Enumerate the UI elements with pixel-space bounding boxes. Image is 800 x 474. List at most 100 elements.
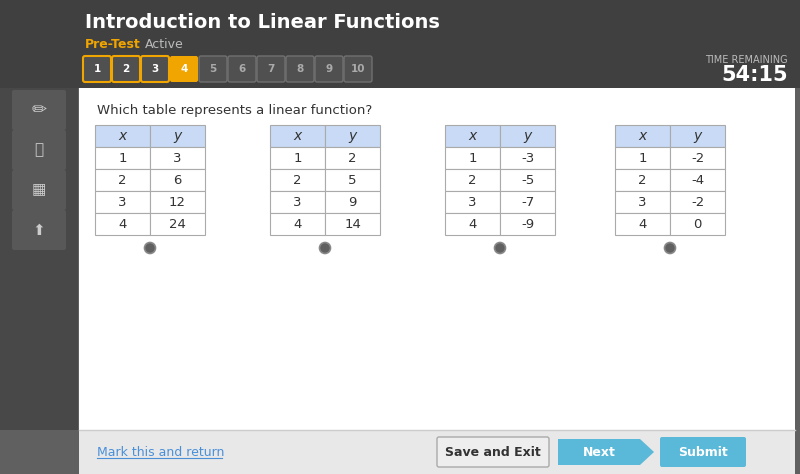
Text: Introduction to Linear Functions: Introduction to Linear Functions	[85, 13, 440, 32]
FancyBboxPatch shape	[228, 56, 256, 82]
FancyBboxPatch shape	[150, 213, 205, 235]
Text: -9: -9	[521, 218, 534, 230]
FancyBboxPatch shape	[270, 191, 325, 213]
Text: 3: 3	[294, 195, 302, 209]
FancyBboxPatch shape	[79, 430, 795, 474]
FancyBboxPatch shape	[670, 147, 725, 169]
FancyBboxPatch shape	[270, 147, 325, 169]
FancyBboxPatch shape	[12, 90, 66, 130]
Text: y: y	[174, 129, 182, 143]
Text: -5: -5	[521, 173, 534, 186]
FancyBboxPatch shape	[257, 56, 285, 82]
Text: 3: 3	[468, 195, 477, 209]
FancyBboxPatch shape	[270, 169, 325, 191]
Text: 1: 1	[638, 152, 646, 164]
Text: 4: 4	[638, 218, 646, 230]
Text: 2: 2	[118, 173, 126, 186]
FancyBboxPatch shape	[437, 437, 549, 467]
FancyBboxPatch shape	[325, 147, 380, 169]
Text: Which table represents a linear function?: Which table represents a linear function…	[97, 104, 372, 117]
Circle shape	[494, 243, 506, 254]
Text: 5: 5	[348, 173, 357, 186]
Text: 🎧: 🎧	[34, 143, 43, 157]
FancyBboxPatch shape	[500, 213, 555, 235]
FancyBboxPatch shape	[325, 125, 380, 147]
Text: 14: 14	[344, 218, 361, 230]
Text: 2: 2	[638, 173, 646, 186]
FancyBboxPatch shape	[95, 169, 150, 191]
Text: 3: 3	[151, 64, 158, 74]
FancyBboxPatch shape	[12, 130, 66, 170]
Text: 7: 7	[267, 64, 274, 74]
FancyBboxPatch shape	[325, 191, 380, 213]
Polygon shape	[558, 439, 654, 465]
Text: x: x	[468, 129, 477, 143]
Text: 2: 2	[348, 152, 357, 164]
Text: 1: 1	[294, 152, 302, 164]
FancyBboxPatch shape	[95, 125, 150, 147]
Text: 0: 0	[694, 218, 702, 230]
FancyBboxPatch shape	[0, 88, 78, 430]
Circle shape	[665, 243, 675, 254]
FancyBboxPatch shape	[445, 147, 500, 169]
Text: x: x	[118, 129, 126, 143]
Text: y: y	[523, 129, 532, 143]
FancyBboxPatch shape	[615, 125, 670, 147]
FancyBboxPatch shape	[95, 191, 150, 213]
Text: 2: 2	[294, 173, 302, 186]
Text: 3: 3	[174, 152, 182, 164]
FancyBboxPatch shape	[344, 56, 372, 82]
FancyBboxPatch shape	[500, 125, 555, 147]
Text: 3: 3	[118, 195, 126, 209]
Text: ⬆: ⬆	[33, 222, 46, 237]
Text: Active: Active	[145, 38, 184, 51]
FancyBboxPatch shape	[670, 213, 725, 235]
FancyBboxPatch shape	[445, 213, 500, 235]
Text: 2: 2	[122, 64, 130, 74]
Text: 2: 2	[468, 173, 477, 186]
Text: -2: -2	[691, 152, 704, 164]
Text: -3: -3	[521, 152, 534, 164]
FancyBboxPatch shape	[325, 213, 380, 235]
FancyBboxPatch shape	[112, 56, 140, 82]
FancyBboxPatch shape	[500, 191, 555, 213]
Text: y: y	[348, 129, 357, 143]
Text: 1: 1	[468, 152, 477, 164]
FancyBboxPatch shape	[95, 147, 150, 169]
FancyBboxPatch shape	[670, 125, 725, 147]
Text: 5: 5	[210, 64, 217, 74]
Text: 4: 4	[468, 218, 477, 230]
FancyBboxPatch shape	[270, 213, 325, 235]
Text: 3: 3	[638, 195, 646, 209]
Text: 4: 4	[180, 64, 188, 74]
FancyBboxPatch shape	[615, 169, 670, 191]
Text: 6: 6	[174, 173, 182, 186]
Text: x: x	[638, 129, 646, 143]
FancyBboxPatch shape	[445, 169, 500, 191]
FancyBboxPatch shape	[615, 191, 670, 213]
FancyBboxPatch shape	[615, 213, 670, 235]
Text: 4: 4	[294, 218, 302, 230]
FancyBboxPatch shape	[150, 169, 205, 191]
FancyBboxPatch shape	[500, 169, 555, 191]
FancyBboxPatch shape	[141, 56, 169, 82]
Circle shape	[319, 243, 330, 254]
Text: 54:15: 54:15	[722, 65, 788, 85]
FancyBboxPatch shape	[670, 169, 725, 191]
FancyBboxPatch shape	[12, 210, 66, 250]
Text: 1: 1	[94, 64, 101, 74]
Circle shape	[145, 243, 155, 254]
FancyBboxPatch shape	[270, 125, 325, 147]
FancyBboxPatch shape	[12, 170, 66, 210]
FancyBboxPatch shape	[150, 125, 205, 147]
FancyBboxPatch shape	[500, 147, 555, 169]
FancyBboxPatch shape	[199, 56, 227, 82]
Text: x: x	[294, 129, 302, 143]
Text: y: y	[694, 129, 702, 143]
FancyBboxPatch shape	[315, 56, 343, 82]
Text: Save and Exit: Save and Exit	[445, 446, 541, 458]
Text: 8: 8	[296, 64, 304, 74]
Text: 4: 4	[118, 218, 126, 230]
Text: Mark this and return: Mark this and return	[97, 446, 224, 458]
Text: Submit: Submit	[678, 446, 728, 458]
